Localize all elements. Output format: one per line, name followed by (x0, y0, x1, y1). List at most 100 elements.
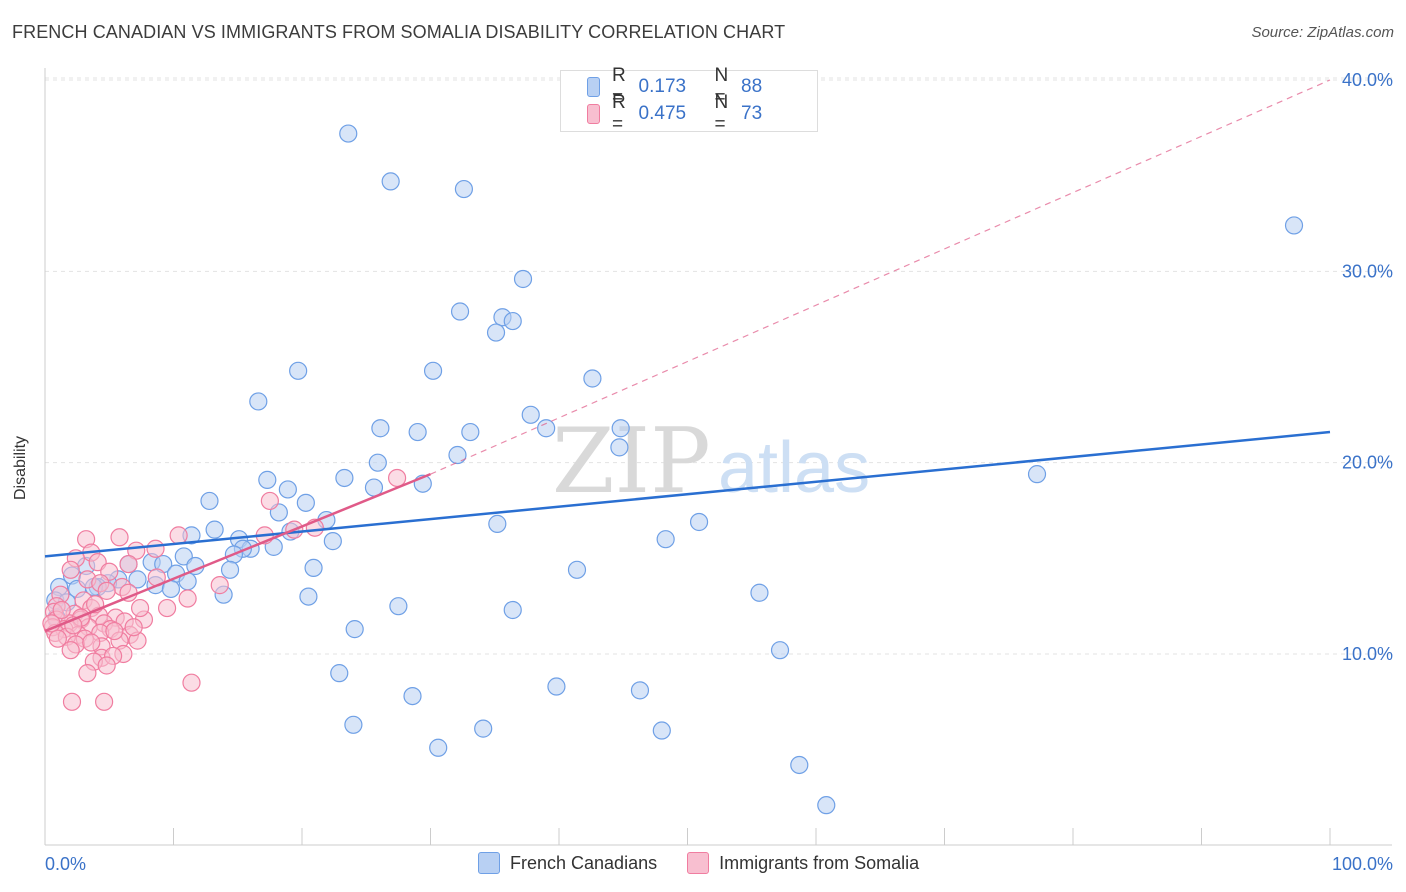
axes (44, 68, 1392, 846)
point-french-canadian (1284, 216, 1304, 235)
point-french-canadian (344, 715, 363, 734)
stats-legend: R = 0.173 N = 88 R = 0.475 N = 73 (560, 65, 818, 135)
grid (45, 77, 1392, 655)
legend-item-french-canadians[interactable]: French Canadians (478, 852, 657, 874)
legend-row-somalia: R = 0.475 N = 73 (587, 92, 817, 135)
legend-swatch-blue (587, 77, 601, 97)
point-french-canadian (474, 719, 493, 738)
legend-r-value: 0.173 (638, 76, 687, 97)
point-french-canadian (429, 738, 448, 757)
point-french-canadian (368, 453, 387, 472)
point-somalia (78, 664, 97, 683)
y-tick-label: 40.0% (1342, 70, 1393, 90)
point-french-canadian (205, 520, 224, 539)
point-french-canadian (547, 677, 566, 696)
point-french-canadian (423, 361, 443, 380)
point-french-canadian (339, 124, 358, 143)
point-french-canadian (454, 179, 474, 199)
legend-r-label: R = (612, 65, 626, 108)
point-french-canadian (296, 493, 315, 512)
trend-line-french-canadians (44, 430, 1331, 558)
point-french-canadian (750, 583, 769, 602)
series-immigrants-from-somalia (42, 468, 407, 711)
point-french-canadian (408, 422, 427, 442)
legend-swatch-pink (587, 104, 601, 124)
point-french-canadian (513, 269, 533, 289)
legend-r-label: R = (612, 92, 626, 135)
point-french-canadian (249, 392, 268, 411)
point-somalia (146, 539, 165, 558)
point-french-canadian (790, 755, 809, 775)
point-french-canadian (503, 311, 522, 331)
point-french-canadian (1027, 465, 1047, 484)
point-somalia (52, 600, 71, 620)
point-french-canadian (611, 419, 630, 438)
point-french-canadian (371, 419, 390, 438)
point-somalia (61, 641, 80, 660)
source-label: Source: ZipAtlas.com (1251, 24, 1394, 41)
legend-row-french-canadians: R = 0.173 N = 88 (587, 65, 817, 108)
point-french-canadian (486, 323, 506, 342)
point-french-canadian (335, 468, 354, 488)
y-tick-label: 20.0% (1342, 453, 1393, 473)
point-somalia (169, 526, 188, 545)
point-somalia (260, 491, 279, 511)
point-french-canadian (610, 438, 629, 457)
legend-n-value: 88 (741, 76, 763, 97)
point-french-canadian (200, 491, 219, 511)
point-french-canadian (389, 597, 408, 616)
point-somalia (105, 621, 124, 641)
point-somalia (119, 554, 138, 574)
watermark-zip: ZIP (552, 409, 711, 514)
watermark: ZIP atlas (552, 409, 870, 514)
point-somalia (110, 528, 129, 547)
chart-title: FRENCH CANADIAN VS IMMIGRANTS FROM SOMAL… (12, 22, 786, 42)
point-french-canadian (461, 422, 480, 442)
point-french-canadian (448, 445, 467, 465)
point-somalia (387, 468, 407, 488)
legend-item-somalia[interactable]: Immigrants from Somalia (687, 852, 919, 874)
point-somalia (48, 629, 67, 648)
legend-label-somalia: Immigrants from Somalia (719, 852, 920, 873)
point-somalia (62, 692, 82, 711)
point-somalia (157, 598, 177, 618)
legend-swatch-pink (687, 852, 710, 874)
point-somalia (210, 576, 229, 595)
point-french-canadian (488, 514, 507, 533)
point-french-canadian (278, 480, 297, 499)
point-french-canadian (503, 600, 522, 620)
legend-r-value: 0.475 (638, 103, 687, 124)
point-french-canadian (128, 570, 147, 589)
point-french-canadian (304, 558, 323, 578)
legend-n-label: N = (714, 92, 729, 135)
point-somalia (95, 692, 114, 711)
series-legend: French Canadians Immigrants from Somalia (478, 852, 949, 874)
point-french-canadian (403, 686, 422, 706)
point-french-canadian (537, 419, 556, 438)
point-french-canadian (521, 405, 540, 424)
point-french-canadian (220, 560, 240, 579)
legend-n-label: N = (714, 65, 729, 108)
point-french-canadian (770, 641, 790, 660)
point-french-canadian (689, 512, 709, 532)
point-somalia (97, 581, 116, 600)
point-somalia (182, 673, 201, 692)
legend-n-value: 73 (741, 103, 763, 124)
point-somalia (97, 656, 116, 675)
point-french-canadian (323, 532, 342, 551)
trend-lines (44, 79, 1331, 633)
point-french-canadian (381, 172, 400, 191)
y-tick-label: 30.0% (1342, 261, 1393, 281)
point-french-canadian (450, 302, 470, 321)
y-tick-label: 10.0% (1342, 644, 1393, 664)
point-french-canadian (289, 361, 308, 380)
watermark-atlas: atlas (718, 428, 870, 508)
point-somalia (178, 589, 197, 608)
legend-swatch-blue (478, 852, 500, 874)
point-french-canadian (330, 664, 349, 683)
point-french-canadian (258, 470, 277, 489)
point-french-canadian (817, 796, 836, 815)
legend-label-french-canadians: French Canadians (510, 852, 658, 873)
point-french-canadian (345, 620, 364, 639)
